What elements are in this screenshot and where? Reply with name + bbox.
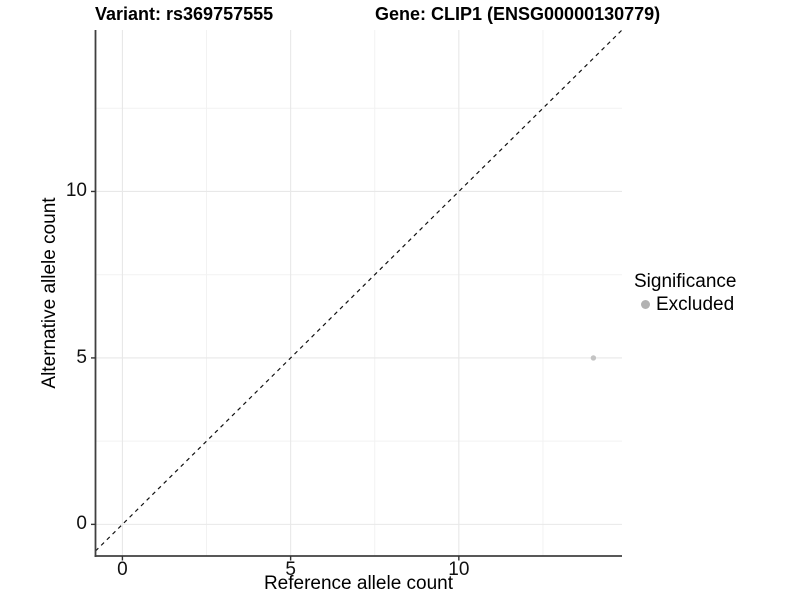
plot-title-gene: Gene: CLIP1 (ENSG00000130779) bbox=[375, 4, 661, 24]
legend-point-icon bbox=[641, 300, 650, 309]
y-tick-label: 5 bbox=[76, 346, 87, 368]
y-tick-label: 0 bbox=[76, 513, 87, 535]
legend: Significance Excluded bbox=[634, 270, 736, 316]
y-tick-label: 10 bbox=[65, 180, 87, 202]
x-axis-title: Reference allele count bbox=[263, 573, 454, 594]
legend-item-label: Excluded bbox=[656, 294, 735, 315]
data-point bbox=[590, 355, 597, 361]
legend-item-excluded: Excluded bbox=[634, 293, 736, 316]
plot-title-variant: Variant: rs369757555 bbox=[95, 4, 274, 24]
legend-title: Significance bbox=[634, 271, 737, 292]
x-tick-label: 0 bbox=[117, 559, 128, 580]
identity-dashed-line bbox=[95, 29, 623, 552]
x-tick-label: 5 bbox=[285, 559, 296, 580]
x-tick-label: 10 bbox=[448, 559, 470, 580]
